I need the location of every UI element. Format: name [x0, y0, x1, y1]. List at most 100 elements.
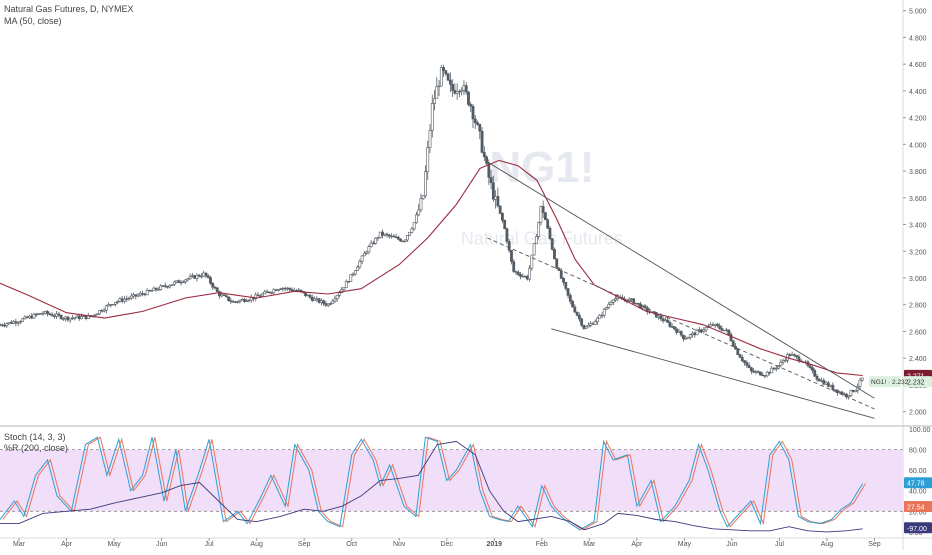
- candle-body: [315, 298, 319, 300]
- candle-body: [200, 275, 203, 278]
- candle-body: [826, 382, 830, 387]
- candle-body: [510, 250, 513, 262]
- price-tick-label: 4.400: [909, 89, 927, 96]
- candle-body: [125, 298, 129, 300]
- candle-body: [815, 375, 819, 380]
- candle-body: [197, 274, 201, 277]
- candle-body: [170, 284, 174, 286]
- candle-body: [227, 296, 230, 301]
- candle-body: [46, 311, 49, 315]
- time-tick-label: Aug: [821, 541, 834, 548]
- candle-body: [519, 274, 522, 277]
- candle-body: [697, 329, 701, 331]
- candle-body: [600, 314, 604, 317]
- candle-body: [333, 298, 337, 302]
- candle-body: [437, 85, 441, 88]
- candle-body: [731, 340, 735, 347]
- candle-body: [157, 289, 160, 291]
- candle-body: [614, 298, 617, 301]
- candle-body: [136, 294, 140, 297]
- candle-body: [412, 222, 416, 230]
- candle-body: [369, 242, 373, 247]
- candle-body: [462, 85, 466, 91]
- candle-body: [181, 281, 185, 283]
- candle-body: [675, 328, 679, 333]
- time-tick-label: Sep: [868, 541, 881, 548]
- candle-body: [573, 306, 577, 313]
- candle-body: [630, 298, 633, 300]
- candle-body: [781, 360, 785, 363]
- candle-body: [688, 334, 692, 338]
- candle-body: [467, 91, 470, 105]
- candle-body: [50, 314, 54, 317]
- candle-body: [265, 291, 269, 293]
- candle-body: [104, 305, 108, 311]
- candle-body: [670, 326, 674, 328]
- candle-body: [666, 319, 670, 323]
- candle-body: [446, 73, 450, 81]
- candle-body: [455, 91, 459, 94]
- candle-body: [598, 314, 602, 319]
- candle-body: [677, 330, 681, 333]
- candle-body: [147, 289, 151, 292]
- candle-body: [860, 377, 864, 381]
- candle-body: [550, 238, 554, 250]
- candle-body: [487, 163, 491, 178]
- candle-body: [61, 318, 65, 320]
- watermark-name: Natural Gas Futures: [461, 229, 623, 249]
- stoch-d-line: [2, 436, 866, 531]
- candle-body: [439, 67, 443, 87]
- candle-body: [756, 371, 760, 373]
- williams-indicator-label: %R (200, close): [4, 443, 69, 453]
- candle-body: [482, 152, 486, 158]
- candle-body: [772, 367, 776, 370]
- candle-body: [184, 279, 187, 283]
- candle-body: [725, 329, 728, 331]
- candle-body: [795, 355, 799, 358]
- candle-body: [738, 354, 742, 358]
- candle-body: [290, 289, 294, 292]
- williams-r-badge: -97.00: [907, 526, 927, 533]
- candle-body: [41, 312, 45, 315]
- price-tick-label: 3.600: [909, 196, 927, 203]
- candle-body: [743, 360, 746, 363]
- candle-body: [82, 315, 86, 317]
- watermark-symbol: NG1!: [489, 143, 594, 192]
- candle-body: [73, 317, 77, 319]
- candle-body: [424, 171, 427, 197]
- price-tick-label: 4.600: [909, 62, 927, 69]
- candle-body: [12, 321, 15, 324]
- candle-body: [319, 300, 323, 303]
- candle-body: [347, 281, 350, 283]
- candle-body: [458, 90, 461, 93]
- stoch-band-fill: [0, 449, 903, 512]
- candle-body: [734, 345, 737, 350]
- candle-body: [138, 293, 142, 296]
- time-tick-label: Jul: [775, 541, 784, 548]
- candle-body: [704, 327, 708, 331]
- candle-body: [534, 236, 538, 245]
- candle-body: [596, 317, 599, 323]
- candle-body: [566, 288, 570, 296]
- candle-body: [736, 348, 740, 355]
- candle-body: [691, 332, 694, 335]
- candle-body: [779, 361, 783, 366]
- candle-body: [659, 315, 663, 320]
- candle-body: [222, 294, 226, 296]
- candle-body: [847, 395, 851, 398]
- candle-body: [218, 291, 221, 297]
- candle-body: [267, 291, 271, 294]
- candle-body: [16, 322, 20, 324]
- candle-body: [297, 289, 301, 292]
- candle-body: [283, 287, 287, 290]
- candle-body: [632, 298, 636, 304]
- candle-body: [143, 293, 147, 296]
- candle-body: [100, 310, 104, 312]
- candle-body: [480, 130, 484, 153]
- candle-body: [718, 325, 722, 329]
- candle-body: [150, 290, 154, 292]
- time-tick-label: Sep: [298, 541, 311, 548]
- candle-body: [233, 301, 237, 303]
- candle-body: [537, 222, 541, 237]
- candle-body: [261, 293, 264, 297]
